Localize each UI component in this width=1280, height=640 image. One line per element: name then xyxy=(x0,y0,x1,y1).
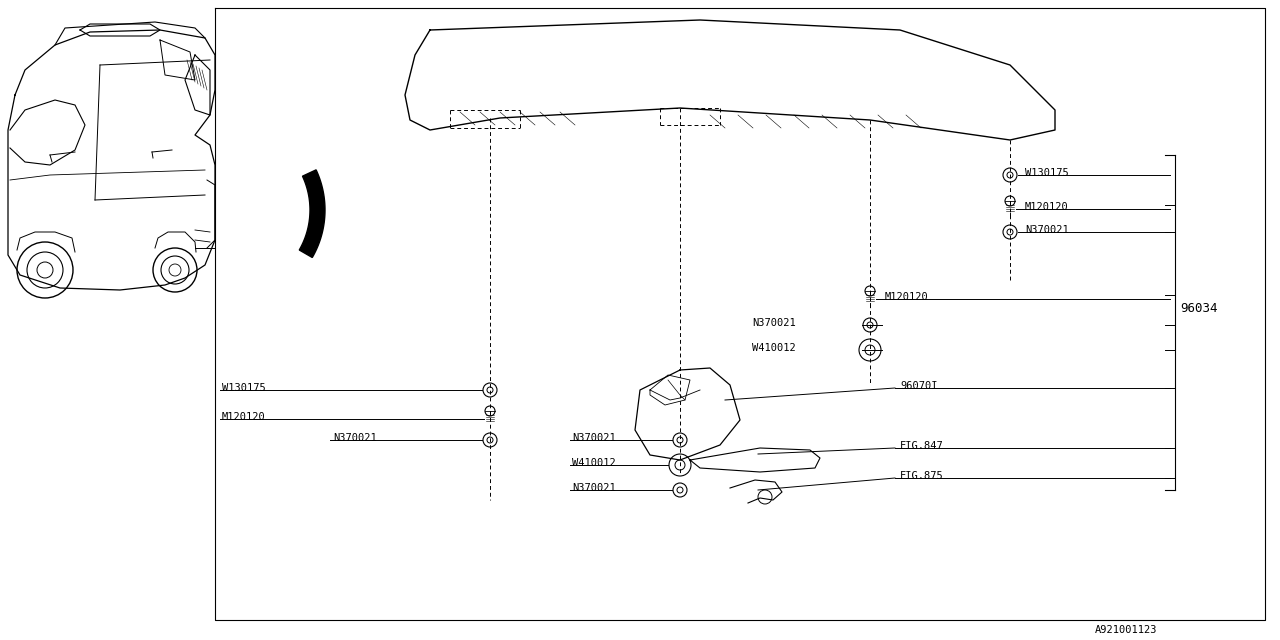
Text: N370021: N370021 xyxy=(753,318,796,328)
Text: M120120: M120120 xyxy=(884,292,929,302)
Polygon shape xyxy=(300,170,325,257)
Text: N370021: N370021 xyxy=(572,483,616,493)
Text: N370021: N370021 xyxy=(333,433,376,443)
Text: N370021: N370021 xyxy=(572,433,616,443)
Text: 96070I: 96070I xyxy=(900,381,937,391)
Text: N370021: N370021 xyxy=(1025,225,1069,235)
Text: W410012: W410012 xyxy=(753,343,796,353)
Text: FIG.847: FIG.847 xyxy=(900,441,943,451)
Text: M120120: M120120 xyxy=(221,412,266,422)
Text: W410012: W410012 xyxy=(572,458,616,468)
Text: FIG.875: FIG.875 xyxy=(900,471,943,481)
Text: 96034: 96034 xyxy=(1180,301,1217,314)
Text: W130175: W130175 xyxy=(221,383,266,393)
Text: A921001123: A921001123 xyxy=(1094,625,1157,635)
Text: M120120: M120120 xyxy=(1025,202,1069,212)
Text: W130175: W130175 xyxy=(1025,168,1069,178)
